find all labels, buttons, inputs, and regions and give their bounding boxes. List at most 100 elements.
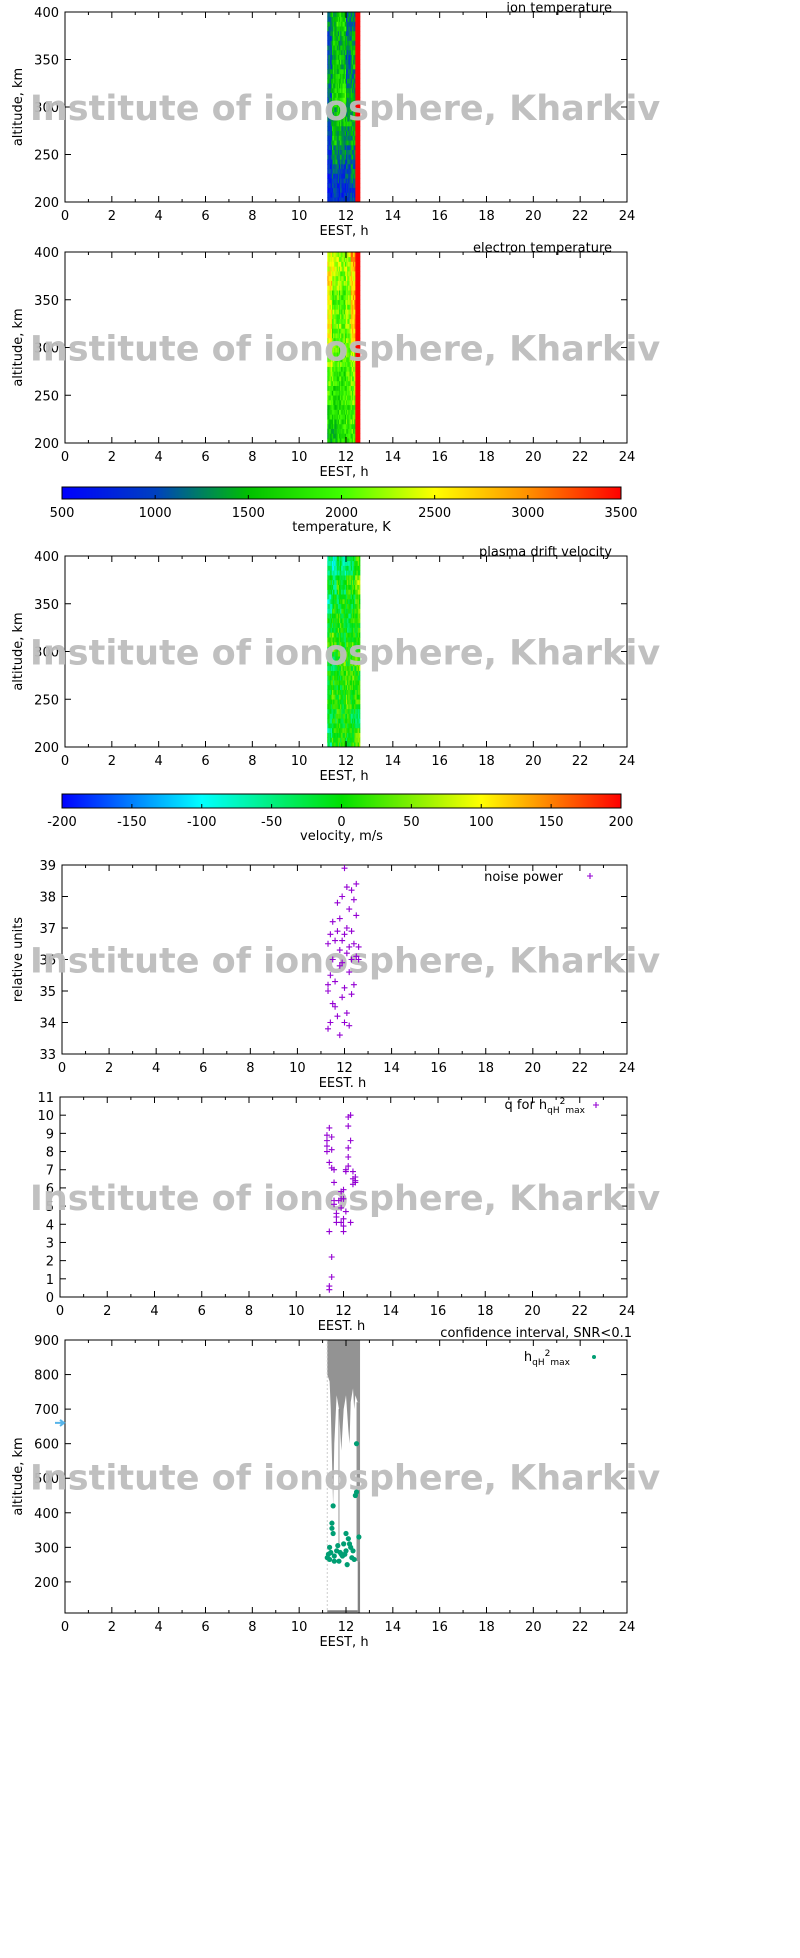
heatmap-cell xyxy=(354,309,356,315)
heatmap-cell xyxy=(336,116,339,122)
heatmap-cell xyxy=(336,12,339,18)
heatmap-cell xyxy=(327,423,329,429)
heatmap-cell xyxy=(327,290,329,296)
heatmap-cell xyxy=(328,304,330,310)
heatmap-cell xyxy=(356,423,359,429)
heatmap-cell xyxy=(333,357,335,363)
heatmap-cell xyxy=(336,419,339,425)
heatmap-cell xyxy=(340,737,342,743)
heatmap-cell xyxy=(330,598,333,605)
heatmap-cell xyxy=(335,718,337,724)
heatmap-cell xyxy=(331,97,334,103)
heatmap-cell xyxy=(327,670,329,676)
heatmap-cell xyxy=(341,670,343,676)
heatmap-cell xyxy=(351,575,354,581)
x-tick-label: 16 xyxy=(430,1304,447,1319)
heatmap-cell xyxy=(358,83,361,89)
data-point xyxy=(323,1137,330,1144)
heatmap-cell xyxy=(336,414,339,420)
heatmap-cell xyxy=(331,88,334,94)
heatmap-cell xyxy=(348,689,350,695)
heatmap-cell xyxy=(329,380,332,386)
heatmap-cell xyxy=(358,646,361,652)
heatmap-cell xyxy=(344,154,347,160)
heatmap-cell xyxy=(329,252,332,258)
heatmap-cell xyxy=(353,737,355,743)
heatmap-cell xyxy=(335,727,337,733)
heatmap-cell xyxy=(344,309,347,315)
heatmap-cell xyxy=(350,164,353,170)
heatmap-cell xyxy=(343,178,346,184)
heatmap-cell xyxy=(334,12,336,18)
x-tick-label: 22 xyxy=(572,1061,589,1076)
heatmap-cell xyxy=(334,50,336,56)
heatmap-cell xyxy=(357,116,360,122)
heatmap-cell xyxy=(356,400,359,406)
heatmap-cell xyxy=(347,409,349,415)
heatmap-cell xyxy=(333,299,335,305)
heatmap-cell xyxy=(337,333,340,339)
heatmap-cell xyxy=(358,107,361,113)
heatmap-cell xyxy=(338,556,341,562)
heatmap-cell xyxy=(357,570,360,576)
heatmap-cell xyxy=(330,637,333,643)
heatmap-cell xyxy=(337,97,340,103)
heatmap-cell xyxy=(349,656,351,662)
heatmap-cell xyxy=(337,21,340,27)
heatmap-cell xyxy=(354,603,356,609)
heatmap-cell xyxy=(347,40,349,46)
heatmap-cell xyxy=(329,414,332,420)
heatmap-cell xyxy=(350,318,353,324)
data-point xyxy=(348,887,355,894)
heatmap-cell xyxy=(351,708,354,714)
heatmap-cell xyxy=(341,661,343,667)
heatmap-cell xyxy=(343,556,346,562)
heatmap-cell xyxy=(342,675,344,681)
heatmap-cell xyxy=(340,21,342,27)
heatmap-cell xyxy=(328,145,330,151)
heatmap-cell xyxy=(348,371,350,377)
x-tick-label: 8 xyxy=(245,1304,253,1319)
heatmap-cell xyxy=(353,192,355,198)
heatmap-cell xyxy=(333,675,335,681)
heatmap-cell xyxy=(343,314,346,320)
heatmap-cell xyxy=(357,21,360,27)
data-point xyxy=(352,1174,359,1180)
heatmap-cell xyxy=(357,59,360,65)
heatmap-cell xyxy=(356,598,359,605)
heatmap-cell xyxy=(327,560,329,566)
heatmap-cell xyxy=(334,594,336,600)
heatmap-cell xyxy=(334,31,336,37)
heatmap-cell xyxy=(353,646,355,652)
heatmap-cell xyxy=(336,556,339,562)
heatmap-cell xyxy=(348,92,350,98)
heatmap-cell xyxy=(340,742,342,748)
heatmap-cell xyxy=(358,438,361,444)
heatmap-cell xyxy=(357,622,360,628)
heatmap-cell xyxy=(335,64,337,70)
heatmap-cell xyxy=(343,59,346,65)
heatmap-cell xyxy=(347,675,349,681)
heatmap-cell xyxy=(343,632,346,638)
y-axis-label: altitude, km xyxy=(11,68,26,146)
heatmap-cell xyxy=(351,126,354,132)
heatmap-cell xyxy=(357,438,360,444)
heatmap-cell xyxy=(327,252,329,258)
heatmap-cell xyxy=(329,69,332,75)
heatmap-cell xyxy=(330,556,333,562)
heatmap-cell xyxy=(336,45,339,51)
heatmap-cell xyxy=(343,570,346,576)
heatmap-cell xyxy=(343,575,346,581)
heatmap-cell xyxy=(336,35,339,41)
heatmap-cell xyxy=(338,173,341,179)
heatmap-cell xyxy=(336,328,339,334)
heatmap-cell xyxy=(336,641,339,648)
heatmap-cell xyxy=(340,598,342,605)
heatmap-cell xyxy=(331,192,334,198)
heatmap-cell xyxy=(336,83,339,89)
heatmap-cell xyxy=(354,304,356,310)
heatmap-cell xyxy=(344,126,347,132)
heatmap-cell xyxy=(333,280,335,286)
heatmap-cell xyxy=(354,54,356,60)
x-tick-label: 18 xyxy=(478,209,495,224)
